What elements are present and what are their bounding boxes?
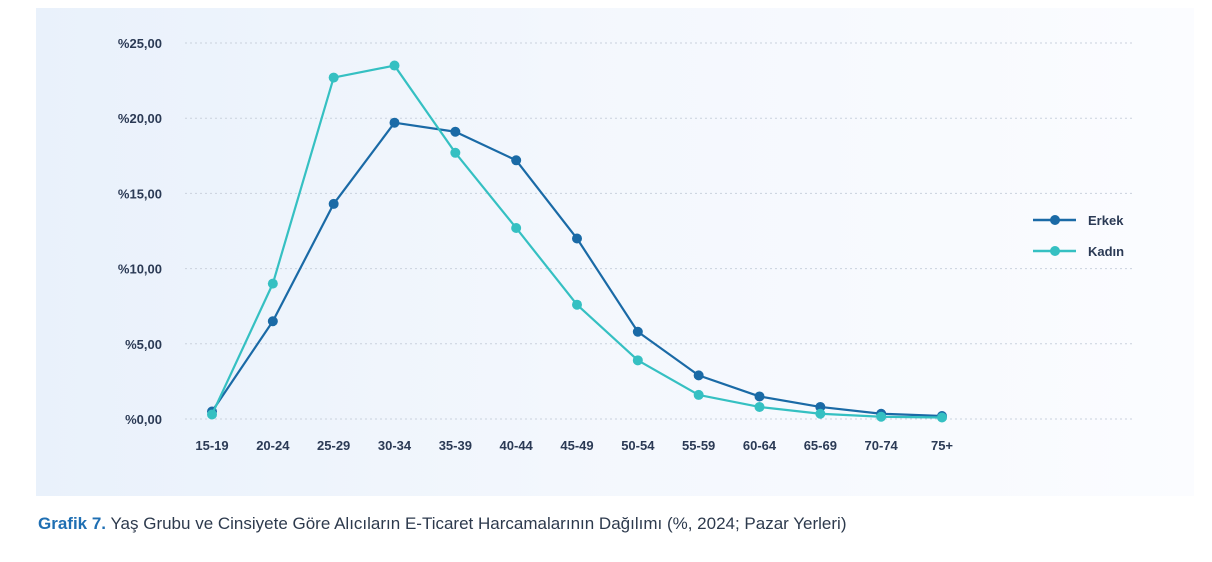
data-point <box>632 355 643 366</box>
y-tick-label: %10,00 <box>118 262 162 277</box>
data-point <box>450 147 461 158</box>
series-1 <box>207 60 947 423</box>
data-point <box>754 401 765 412</box>
x-tick-label: 15-19 <box>195 438 228 453</box>
data-point <box>389 117 400 128</box>
data-point <box>876 411 887 422</box>
legend-marker <box>1050 246 1060 256</box>
data-point <box>267 278 278 289</box>
y-tick-label: %20,00 <box>118 111 162 126</box>
y-tick-label: %15,00 <box>118 186 162 201</box>
data-point <box>328 72 339 83</box>
data-point <box>693 389 704 400</box>
data-point <box>693 370 704 381</box>
data-point <box>511 222 522 233</box>
y-tick-label: %0,00 <box>125 412 162 427</box>
legend-label: Erkek <box>1088 213 1124 228</box>
data-point <box>328 198 339 209</box>
legend-marker <box>1050 215 1060 225</box>
data-point <box>815 408 826 419</box>
caption-lead: Grafik 7. <box>38 514 107 533</box>
x-tick-label: 50-54 <box>621 438 655 453</box>
series-line <box>211 121 943 418</box>
x-tick-label: 25-29 <box>317 438 350 453</box>
x-tick-label: 75+ <box>931 438 953 453</box>
x-tick-label: 45-49 <box>560 438 593 453</box>
figure-caption: Grafik 7. Yaş Grubu ve Cinsiyete Göre Al… <box>38 514 846 534</box>
legend-label: Kadın <box>1088 244 1124 259</box>
x-tick-label: 65-69 <box>804 438 837 453</box>
x-tick-label: 55-59 <box>682 438 715 453</box>
data-point <box>389 60 400 71</box>
series-layer <box>207 60 947 423</box>
x-tick-label: 35-39 <box>439 438 472 453</box>
y-tick-label: %5,00 <box>125 337 162 352</box>
caption-text: Yaş Grubu ve Cinsiyete Göre Alıcıların E… <box>106 514 847 533</box>
legend-item: Erkek <box>1033 213 1124 228</box>
data-point <box>632 326 643 337</box>
x-tick-label: 30-34 <box>378 438 412 453</box>
x-tick-label: 60-64 <box>743 438 777 453</box>
data-point <box>572 299 582 310</box>
data-point <box>450 126 461 137</box>
data-point <box>754 391 765 402</box>
data-point <box>937 412 947 423</box>
legend-item: Kadın <box>1033 244 1124 259</box>
x-tick-label: 20-24 <box>256 438 290 453</box>
chart-panel <box>36 8 1194 496</box>
x-tick-label: 40-44 <box>500 438 534 453</box>
x-axis-ticks: 15-19 20-24 25-29 30-34 35-39 40-44 45-49 50-54… <box>195 438 953 453</box>
legend: Erkek Kadın <box>1033 213 1124 259</box>
series-0 <box>207 117 947 421</box>
data-point <box>572 233 582 244</box>
y-tick-label: %25,00 <box>118 36 162 51</box>
data-point <box>511 155 522 166</box>
data-point <box>267 316 278 327</box>
data-point <box>207 409 217 420</box>
y-axis-ticks: %0,00 %5,00 %10,00 %15,00 %20,00 %25,00 <box>118 36 162 427</box>
x-tick-label: 70-74 <box>865 438 899 453</box>
